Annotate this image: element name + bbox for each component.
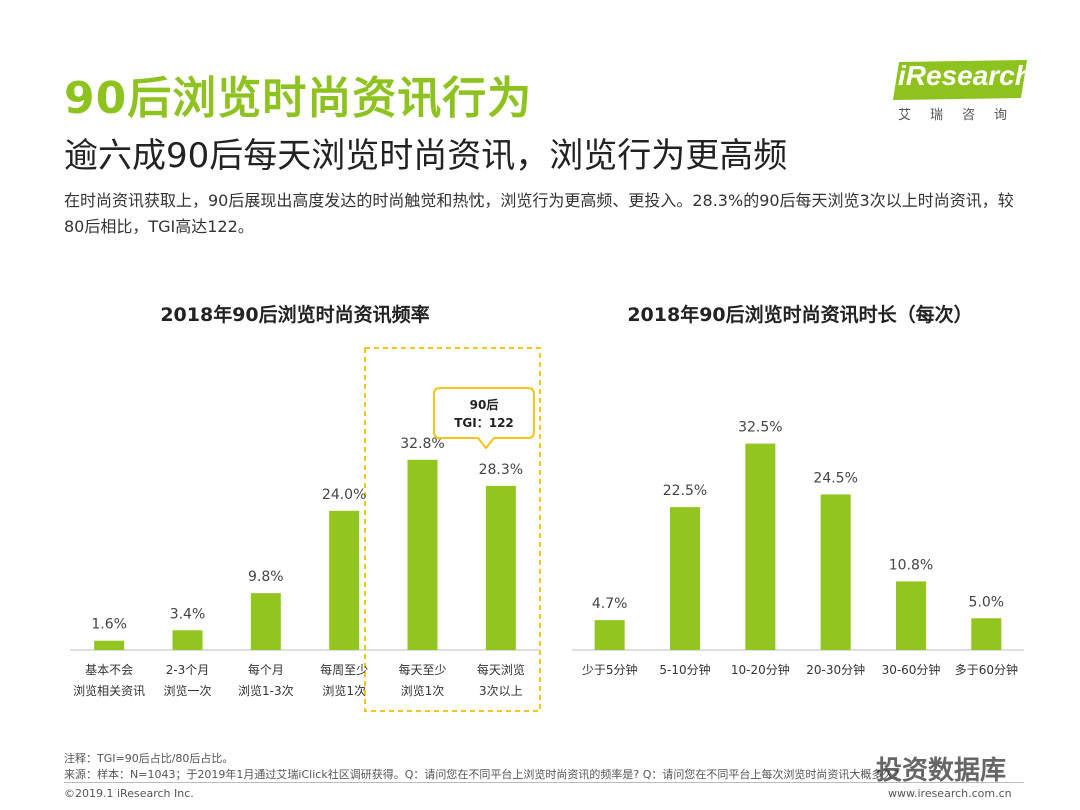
data-label: 32.5% [738, 420, 782, 436]
tick-label: 浏览1次 [322, 683, 366, 698]
data-label: 24.5% [813, 470, 857, 486]
page-subtitle: 逾六成90后每天浏览时尚资讯，浏览行为更高频 [64, 136, 788, 176]
bar [820, 494, 851, 650]
data-label: 1.6% [91, 617, 127, 633]
chart-duration: 4.7% 少于5分钟 22.5% 5-10分钟 32.5% 10-20分钟 24.5% 20-… [572, 420, 1024, 677]
tick-label: 每天浏览 [477, 662, 525, 677]
copyright: ©2019.1 iResearch Inc. [64, 787, 194, 800]
tick-label: 浏览1次 [401, 683, 445, 698]
watermark: 投资数据库 [876, 756, 1007, 786]
tick-label: 基本不会 [85, 663, 133, 677]
bar [407, 459, 438, 650]
tick-label: 浏览1-3次 [238, 683, 294, 698]
data-label: 24.0% [322, 487, 366, 503]
bar [94, 640, 125, 650]
note-text: 注释：TGI=90后占比/80后占比。 [64, 752, 234, 765]
chart-2-title: 2018年90后浏览时尚资讯时长（每次） [627, 304, 973, 326]
tick-label: 10-20分钟 [731, 662, 790, 677]
logo-brand: iResearch [898, 60, 1032, 91]
chart-1-title: 2018年90后浏览时尚资讯频率 [160, 304, 430, 326]
tick-label: 每天至少 [398, 662, 446, 677]
bar [896, 581, 926, 650]
footer-divider [64, 782, 1024, 783]
logo-sub: 艾瑞咨询 [898, 108, 1027, 123]
data-label: 32.8% [400, 436, 444, 452]
source-text: 来源：样本：N=1043；于2019年1月通过艾瑞iClick社区调研获得。Q：… [64, 768, 900, 781]
tick-label: 2-3个月 [166, 663, 210, 677]
bar [329, 510, 360, 650]
tick-label: 每个月 [248, 662, 284, 677]
highlight-box [364, 347, 541, 712]
bar [172, 630, 203, 650]
tick-label: 浏览一次 [163, 683, 211, 698]
tick-label: 少于5分钟 [582, 662, 638, 677]
bar [250, 593, 281, 650]
iresearch-logo [893, 60, 1027, 100]
tick-label: 浏览相关资讯 [73, 683, 145, 698]
data-label: 5.0% [969, 594, 1005, 610]
bar [971, 618, 1002, 650]
data-label: 28.3% [479, 462, 523, 478]
tick-label: 每周至少 [320, 662, 368, 677]
data-label: 4.7% [592, 596, 628, 612]
tgi-callout: 90后 TGI：122 [433, 387, 535, 450]
tick-label: 5-10分钟 [659, 662, 710, 677]
tick-label: 3次以上 [479, 684, 523, 698]
page-title: 90后浏览时尚资讯行为 [64, 73, 533, 124]
tgi-callout-line2: TGI：122 [454, 416, 514, 430]
bar [670, 507, 700, 650]
data-label: 9.8% [248, 569, 284, 585]
tick-label: 20-30分钟 [806, 662, 865, 677]
website: www.iresearch.com.cn [888, 787, 1012, 800]
page-description: 在时尚资讯获取上，90后展现出高度发达的时尚触觉和热忱，浏览行为更高频、更投入。… [64, 191, 1014, 236]
tgi-callout-bubble [433, 387, 535, 450]
data-label: 3.4% [170, 606, 206, 622]
tick-label: 多于60分钟 [955, 662, 1018, 677]
bar [745, 443, 776, 650]
data-label: 10.8% [889, 557, 933, 573]
tgi-callout-line1: 90后 [470, 397, 499, 412]
bar [485, 485, 516, 650]
bar [594, 620, 625, 650]
tick-label: 30-60分钟 [882, 662, 941, 677]
data-label: 22.5% [663, 483, 707, 499]
